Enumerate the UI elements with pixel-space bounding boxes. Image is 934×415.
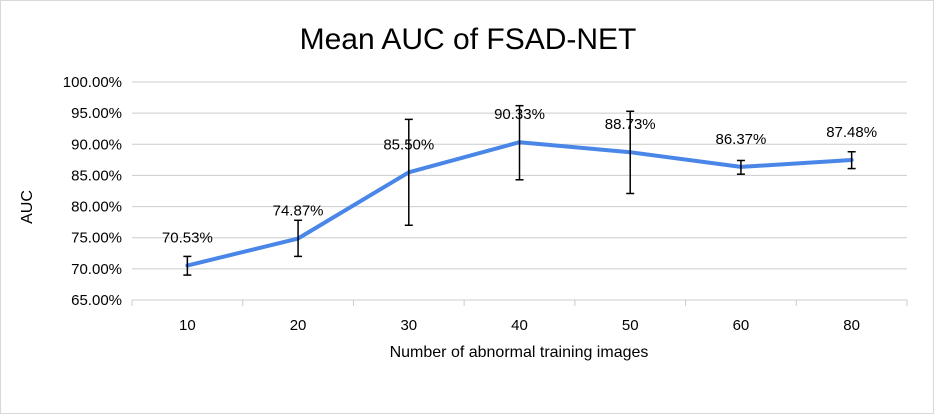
- y-tick-label: 90.00%: [71, 136, 122, 153]
- y-tick-label: 80.00%: [71, 199, 122, 216]
- y-axis-title: AUC: [19, 190, 36, 224]
- y-tick-label: 100.00%: [63, 74, 122, 91]
- error-bar: [404, 118, 413, 227]
- data-label: 88.73%: [605, 116, 656, 133]
- x-tick-label: 80: [843, 317, 860, 334]
- y-tick-label: 75.00%: [71, 230, 122, 247]
- x-tick-label: 30: [400, 317, 417, 334]
- error-bar: [515, 104, 524, 181]
- x-tick-label: 40: [511, 317, 528, 334]
- x-tick-label: 20: [290, 317, 307, 334]
- y-tick-label: 70.00%: [71, 261, 122, 278]
- y-tick-label: 85.00%: [71, 167, 122, 184]
- data-label: 87.48%: [826, 124, 877, 141]
- data-label: 86.37%: [715, 131, 766, 148]
- error-bar: [626, 110, 635, 195]
- data-label: 74.87%: [273, 203, 324, 220]
- data-label: 90.33%: [494, 106, 545, 123]
- data-labels: 70.53% 74.87% 85.50% 90.33% 88.73% 86.37% 87.4…: [162, 106, 877, 246]
- x-tick-label: 50: [622, 317, 639, 334]
- chart-title: Mean AUC of FSAD-NET: [300, 23, 637, 56]
- x-axis-ticks: 10 20 30 40 50 60 80: [131, 300, 908, 334]
- x-tick-label: 60: [733, 317, 750, 334]
- y-tick-label: 95.00%: [71, 105, 122, 122]
- y-tick-label: 65.00%: [71, 292, 122, 309]
- error-bar: [736, 159, 745, 175]
- error-bars: [183, 104, 856, 276]
- error-bar: [183, 255, 192, 276]
- y-axis-ticks: 65.00% 70.00% 75.00% 80.00% 85.00% 90.00% 95.0…: [63, 74, 122, 309]
- data-label: 85.50%: [383, 136, 434, 153]
- x-tick-label: 10: [179, 317, 196, 334]
- data-label: 70.53%: [162, 230, 213, 247]
- x-axis-title: Number of abnormal training images: [390, 344, 649, 361]
- error-bar: [847, 151, 856, 170]
- error-bar: [294, 219, 303, 258]
